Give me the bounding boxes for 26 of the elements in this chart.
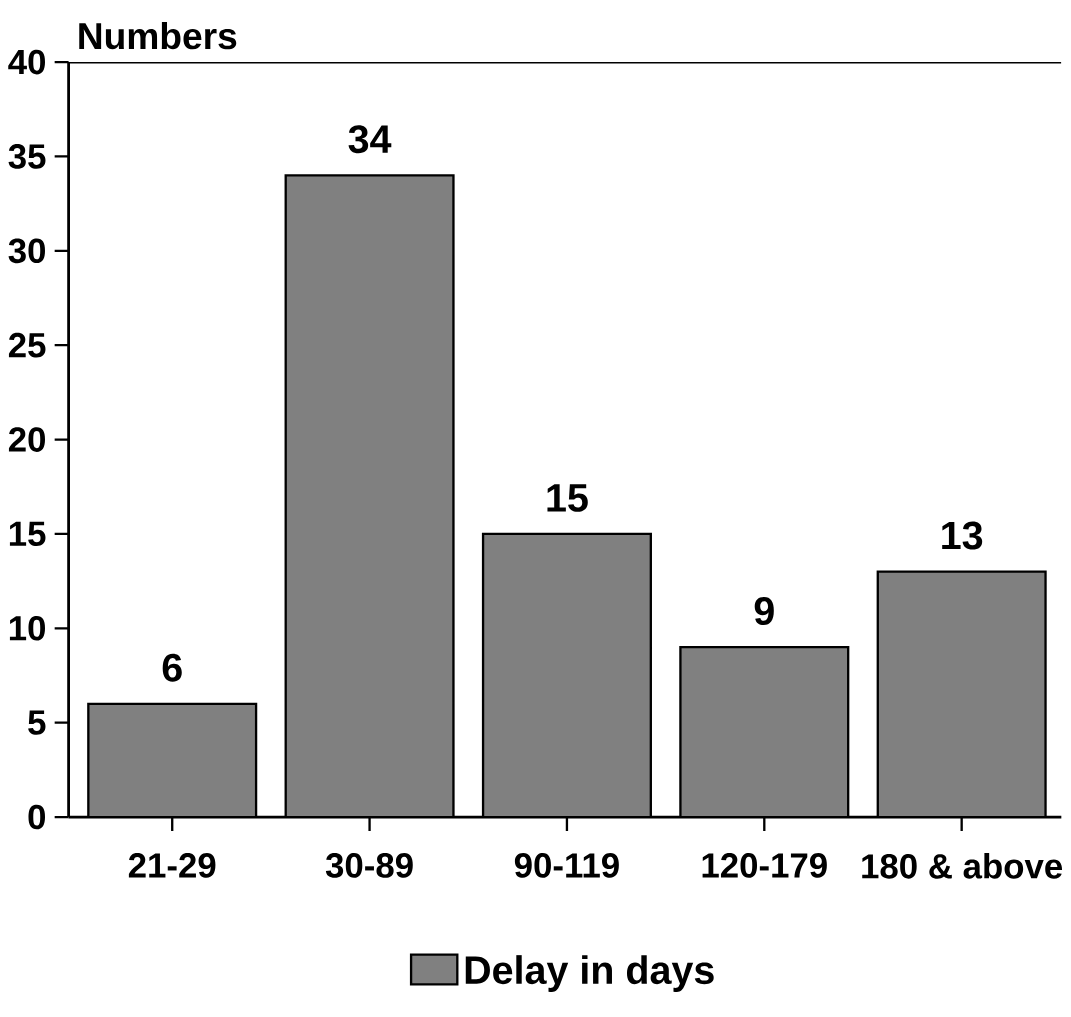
data-label: 15: [547, 484, 588, 512]
bar: [285, 175, 454, 817]
data-label: 34: [348, 125, 392, 154]
bar: [88, 703, 257, 817]
legend-label: Delay in days: [465, 955, 714, 992]
bar: [680, 647, 849, 817]
bar: [483, 533, 651, 817]
y-tick-label: 25: [8, 332, 46, 358]
y-tick-label: 10: [9, 615, 46, 641]
y-tick-label: 5: [28, 710, 46, 735]
data-label: 13: [942, 521, 983, 550]
x-tick-label: 180 & above: [862, 853, 1063, 879]
y-tick-label: 20: [8, 427, 46, 452]
x-tick-label: 30-89: [325, 853, 413, 878]
x-tick-label: 120-179: [702, 853, 827, 878]
data-label: 9: [754, 597, 774, 625]
y-tick-label: 35: [8, 144, 46, 169]
y-axis-title: Numbers: [79, 21, 237, 50]
y-tick-label: 15: [9, 521, 46, 546]
y-tick-label: 30: [8, 238, 46, 264]
bar: [876, 570, 1047, 817]
x-tick-label: 21-29: [128, 853, 216, 878]
y-tick-label: 40: [8, 49, 46, 75]
y-tick-label: 0: [28, 804, 46, 830]
data-label: 6: [162, 653, 182, 682]
x-tick-label: 90-119: [514, 853, 619, 878]
